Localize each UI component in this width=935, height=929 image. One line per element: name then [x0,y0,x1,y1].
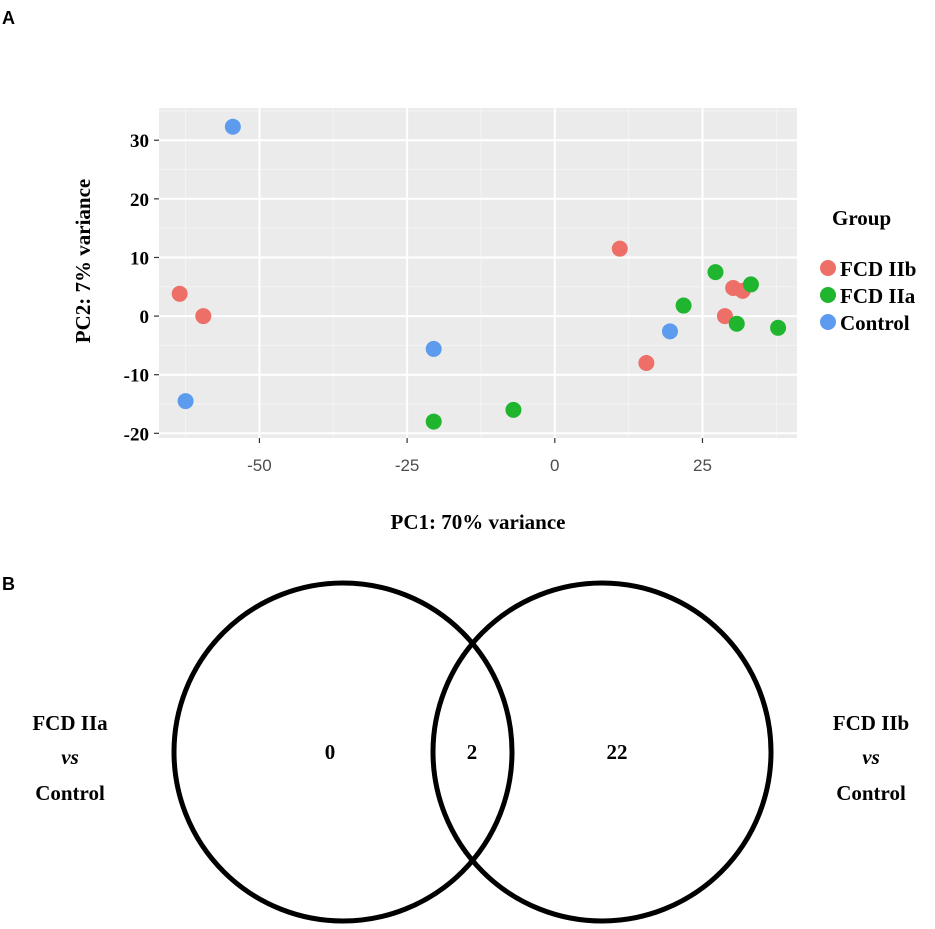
venn-diagram: 0 2 22 FCD IIa vs Control FCD IIb vs Con… [32,580,909,924]
y-tick-label: -20 [124,424,149,445]
point-fcd-iia [770,319,787,336]
point-fcd-iia [675,297,692,314]
venn-circle-right [430,580,774,924]
y-tick-label: 30 [130,131,149,152]
pca-scatter-plot: -50 -25 0 25 -20 -10 0 10 20 30 PC1: 70% varianc… [71,108,916,534]
x-tick-label: -25 [395,456,420,475]
x-axis-ticks: -50 -25 0 25 [247,438,712,475]
x-tick-label: 0 [550,456,559,475]
data-points [171,118,787,430]
x-axis-label: PC1: 70% variance [391,510,566,534]
x-tick-label: 25 [693,456,712,475]
legend-key-fcd-iib [820,260,836,276]
point-fcd-iib [638,354,655,371]
venn-set-label-right: FCD IIb vs Control [833,711,909,805]
legend-entries: FCD IIb FCD IIa Control [820,257,916,335]
venn-right-label-line-1: FCD IIb [833,711,909,735]
venn-circle-left [171,580,515,924]
legend: Group FCD IIb FCD IIa Control [820,206,916,335]
point-fcd-iib [611,240,628,257]
point-fcd-iib [171,285,188,302]
y-tick-label: 20 [130,190,149,211]
legend-label-fcd-iia: FCD IIa [840,284,916,308]
venn-right-label-line-2: vs [862,745,880,769]
point-control [177,393,194,410]
venn-set-label-left: FCD IIa vs Control [32,711,108,805]
panel-a-label: A [2,8,15,28]
point-fcd-iib [716,308,733,325]
point-fcd-iia [505,401,522,418]
legend-label-fcd-iib: FCD IIb [840,257,916,281]
point-fcd-iia [728,315,745,332]
grid-major [159,108,797,438]
point-control [425,340,442,357]
point-fcd-iia [425,413,442,430]
legend-key-control [820,314,836,330]
grid-minor [159,108,797,438]
y-tick-label: -10 [124,366,149,387]
y-tick-label: 0 [140,307,150,328]
point-fcd-iia [707,264,724,281]
panel-b-label: B [2,574,15,594]
plot-panel [159,108,797,438]
venn-left-label-line-2: vs [61,745,79,769]
y-axis-label: PC2: 7% variance [71,179,95,343]
y-axis-ticks: -20 -10 0 10 20 30 [124,131,159,445]
legend-title: Group [832,206,891,230]
venn-left-label-line-1: FCD IIa [32,711,108,735]
point-fcd-iia [742,276,759,293]
venn-count-intersection: 2 [467,740,478,764]
legend-label-control: Control [840,311,910,335]
point-control [224,118,241,135]
legend-key-fcd-iia [820,287,836,303]
x-tick-label: -50 [247,456,272,475]
venn-left-label-line-3: Control [35,781,105,805]
venn-count-left-only: 0 [325,740,336,764]
point-fcd-iib [195,308,212,325]
y-tick-label: 10 [130,248,149,269]
venn-count-right-only: 22 [607,740,628,764]
point-control [661,323,678,340]
venn-right-label-line-3: Control [836,781,906,805]
